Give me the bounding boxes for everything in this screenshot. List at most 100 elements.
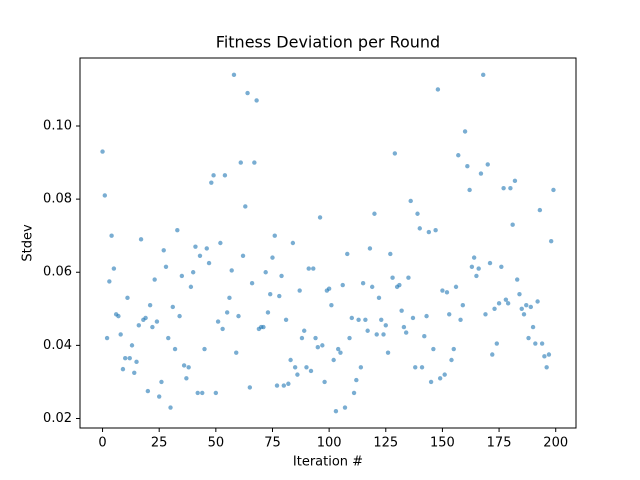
point bbox=[478, 171, 484, 176]
point bbox=[204, 246, 209, 251]
point bbox=[440, 288, 445, 293]
x-axis-label: Iteration # bbox=[293, 455, 363, 470]
x-tick-label: 175 bbox=[487, 436, 512, 451]
point bbox=[340, 282, 345, 288]
point bbox=[390, 275, 395, 280]
point bbox=[458, 317, 463, 322]
point bbox=[508, 185, 513, 191]
x-tick-label: 25 bbox=[151, 436, 168, 451]
point bbox=[172, 346, 178, 352]
point bbox=[152, 277, 157, 282]
point bbox=[181, 363, 187, 368]
point bbox=[311, 266, 316, 271]
point bbox=[299, 335, 305, 341]
point bbox=[249, 281, 255, 286]
point bbox=[145, 388, 151, 394]
point bbox=[243, 204, 248, 209]
point bbox=[510, 222, 515, 227]
point bbox=[483, 312, 488, 317]
point bbox=[358, 365, 364, 370]
point bbox=[202, 346, 207, 352]
point bbox=[134, 359, 139, 365]
point bbox=[548, 238, 554, 244]
point bbox=[132, 370, 137, 375]
point bbox=[304, 365, 309, 370]
point bbox=[499, 264, 504, 269]
point bbox=[551, 187, 556, 193]
point bbox=[193, 244, 198, 249]
point bbox=[356, 317, 361, 322]
point bbox=[120, 366, 126, 372]
point bbox=[263, 270, 268, 275]
point bbox=[505, 301, 511, 306]
point bbox=[220, 326, 225, 332]
point bbox=[295, 372, 300, 377]
point bbox=[437, 376, 443, 381]
point bbox=[159, 379, 164, 385]
point bbox=[177, 313, 182, 319]
point bbox=[465, 164, 470, 169]
x-tick-label: 125 bbox=[373, 436, 398, 451]
point bbox=[254, 98, 259, 103]
point bbox=[372, 211, 377, 216]
point bbox=[365, 328, 370, 333]
point bbox=[492, 306, 497, 312]
point bbox=[417, 226, 422, 231]
point bbox=[519, 306, 524, 312]
point bbox=[331, 357, 336, 363]
y-axis-label: Stdev bbox=[21, 224, 36, 262]
point bbox=[138, 237, 144, 242]
point bbox=[274, 383, 280, 388]
point bbox=[166, 335, 171, 341]
point bbox=[451, 346, 456, 352]
point bbox=[279, 273, 284, 279]
point bbox=[170, 304, 175, 310]
point bbox=[211, 173, 216, 178]
point bbox=[539, 341, 545, 346]
y-tick-label: 0.04 bbox=[43, 338, 72, 353]
point bbox=[227, 295, 232, 301]
point bbox=[367, 246, 373, 251]
point bbox=[215, 319, 221, 324]
point bbox=[209, 180, 214, 185]
point bbox=[123, 355, 128, 361]
point bbox=[524, 302, 529, 308]
point bbox=[496, 301, 502, 306]
point bbox=[408, 198, 413, 204]
point bbox=[369, 284, 375, 290]
point bbox=[238, 160, 243, 165]
point bbox=[338, 350, 343, 355]
point bbox=[154, 319, 160, 324]
point bbox=[342, 405, 348, 410]
point bbox=[521, 312, 527, 317]
point bbox=[431, 346, 436, 352]
point bbox=[537, 207, 543, 213]
point bbox=[224, 310, 230, 315]
point bbox=[286, 381, 291, 386]
point bbox=[252, 160, 257, 165]
point bbox=[401, 324, 407, 330]
point bbox=[190, 270, 196, 275]
point bbox=[345, 251, 350, 257]
x-tick-label: 150 bbox=[430, 436, 455, 451]
point bbox=[326, 286, 332, 291]
point bbox=[161, 248, 166, 253]
point bbox=[428, 379, 434, 385]
point bbox=[186, 365, 191, 370]
point bbox=[494, 341, 500, 346]
point bbox=[168, 405, 173, 410]
point bbox=[129, 343, 135, 348]
point bbox=[460, 302, 466, 308]
x-tick-label: 50 bbox=[208, 436, 225, 451]
point bbox=[147, 302, 153, 308]
point bbox=[419, 365, 425, 370]
point bbox=[456, 153, 461, 158]
point bbox=[268, 291, 273, 297]
point bbox=[410, 315, 416, 321]
point bbox=[240, 253, 246, 258]
point bbox=[322, 379, 327, 385]
point bbox=[433, 228, 438, 233]
point bbox=[100, 149, 105, 154]
point bbox=[125, 295, 130, 301]
point bbox=[306, 266, 311, 271]
